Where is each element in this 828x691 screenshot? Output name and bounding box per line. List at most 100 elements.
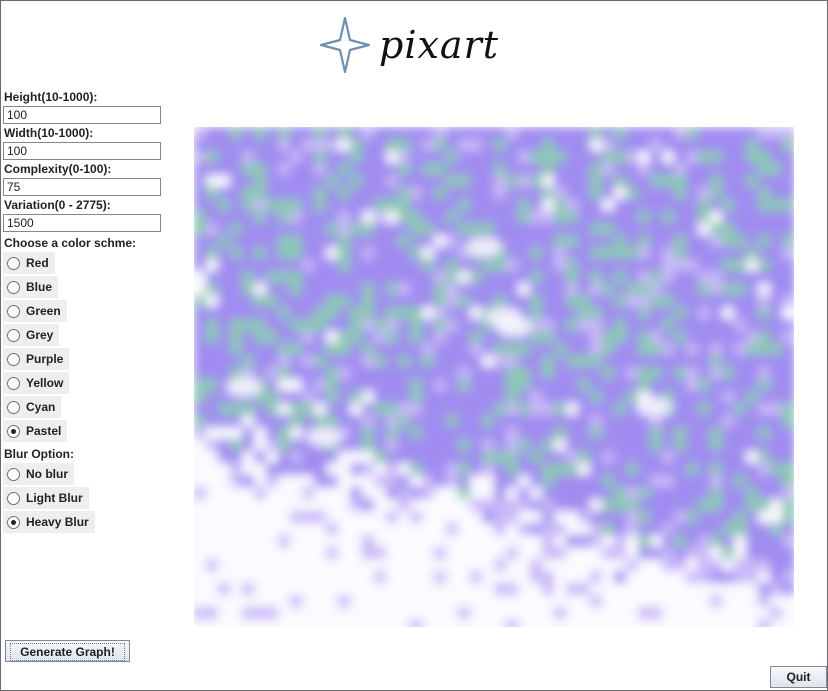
pixel-cell bbox=[386, 583, 399, 596]
pixel-cell bbox=[614, 187, 627, 200]
pixel-cell bbox=[410, 283, 423, 296]
pixel-cell bbox=[554, 259, 567, 272]
pixel-cell bbox=[698, 559, 711, 572]
pixel-cell bbox=[302, 451, 315, 464]
pixel-cell bbox=[674, 259, 687, 272]
color-scheme-option-yellow[interactable]: Yellow bbox=[3, 372, 70, 394]
pixel-cell bbox=[554, 139, 567, 152]
pixel-cell bbox=[206, 271, 219, 284]
color-scheme-option-blue[interactable]: Blue bbox=[3, 276, 59, 298]
color-scheme-option-green[interactable]: Green bbox=[3, 300, 67, 322]
pixel-cell bbox=[458, 523, 471, 536]
color-scheme-option-purple[interactable]: Purple bbox=[3, 348, 70, 370]
pixel-cell bbox=[470, 307, 483, 320]
pixel-cell bbox=[614, 571, 627, 584]
pixel-cell bbox=[542, 223, 555, 236]
pixel-cell bbox=[194, 427, 207, 440]
pixel-cell bbox=[530, 355, 543, 368]
radio-button-icon[interactable] bbox=[7, 400, 20, 414]
color-scheme-option-pastel[interactable]: Pastel bbox=[3, 420, 68, 442]
pixel-cell bbox=[410, 475, 423, 488]
radio-button-icon[interactable] bbox=[7, 515, 20, 529]
pixel-cell bbox=[362, 523, 375, 536]
complexity-input[interactable] bbox=[3, 178, 161, 196]
pixel-cell bbox=[686, 307, 699, 320]
pixel-cell bbox=[446, 475, 459, 488]
quit-button[interactable]: Quit bbox=[770, 666, 827, 688]
pixel-cell bbox=[674, 571, 687, 584]
pixel-cell bbox=[422, 439, 435, 452]
pixel-cell bbox=[638, 487, 651, 500]
pixel-cell bbox=[230, 307, 243, 320]
radio-button-icon[interactable] bbox=[7, 424, 20, 438]
pixel-cell bbox=[722, 283, 735, 296]
pixel-cell bbox=[578, 175, 591, 188]
height-input[interactable] bbox=[3, 106, 161, 124]
pixel-cell bbox=[326, 511, 339, 524]
pixel-cell bbox=[386, 271, 399, 284]
radio-button-icon[interactable] bbox=[7, 256, 20, 270]
blur-option-heavy-blur[interactable]: Heavy Blur bbox=[3, 511, 95, 533]
pixel-cell bbox=[734, 439, 747, 452]
pixel-cell bbox=[746, 283, 759, 296]
pixel-cell bbox=[494, 439, 507, 452]
width-input[interactable] bbox=[3, 142, 161, 160]
radio-button-icon[interactable] bbox=[7, 328, 20, 342]
pixel-cell bbox=[206, 307, 219, 320]
color-scheme-option-cyan[interactable]: Cyan bbox=[3, 396, 62, 418]
pixel-cell bbox=[470, 199, 483, 212]
pixel-cell bbox=[758, 331, 771, 344]
pixel-cell bbox=[602, 139, 615, 152]
pixel-cell bbox=[518, 379, 531, 392]
pixel-cell bbox=[242, 559, 255, 572]
pixel-cell bbox=[302, 319, 315, 332]
pixel-cell bbox=[338, 259, 351, 272]
pixel-cell bbox=[446, 139, 459, 152]
pixel-cell bbox=[362, 571, 375, 584]
pixel-cell bbox=[698, 259, 711, 272]
pixel-cell bbox=[338, 487, 351, 500]
pixel-cell bbox=[734, 595, 747, 608]
pixel-cell bbox=[758, 571, 771, 584]
variation-input[interactable] bbox=[3, 214, 161, 232]
radio-button-icon[interactable] bbox=[7, 467, 20, 481]
pixel-cell bbox=[578, 391, 591, 404]
pixel-cell bbox=[422, 295, 435, 308]
pixel-cell bbox=[722, 619, 735, 627]
pixel-cell bbox=[698, 439, 711, 452]
pixel-cell bbox=[254, 283, 267, 296]
pixel-cell bbox=[362, 319, 375, 332]
generate-graph-button[interactable]: Generate Graph! bbox=[5, 640, 130, 662]
radio-button-icon[interactable] bbox=[7, 280, 20, 294]
radio-button-icon[interactable] bbox=[7, 352, 20, 366]
pixel-cell bbox=[206, 247, 219, 260]
pixel-cell bbox=[710, 499, 723, 512]
pixel-cell bbox=[698, 547, 711, 560]
radio-button-icon[interactable] bbox=[7, 376, 20, 390]
blur-option-no-blur[interactable]: No blur bbox=[3, 463, 74, 485]
pixel-cell bbox=[698, 595, 711, 608]
pixel-cell bbox=[350, 415, 363, 428]
radio-button-icon[interactable] bbox=[7, 304, 20, 318]
pixel-cell bbox=[650, 319, 663, 332]
pixel-cell bbox=[278, 523, 291, 536]
pixel-cell bbox=[734, 523, 747, 536]
pixel-cell bbox=[554, 175, 567, 188]
pixel-cell bbox=[278, 307, 291, 320]
pixel-cell bbox=[422, 595, 435, 608]
pixel-cell bbox=[734, 343, 747, 356]
color-scheme-option-grey[interactable]: Grey bbox=[3, 324, 60, 346]
pixel-cell bbox=[578, 307, 591, 320]
pixel-cell bbox=[518, 403, 531, 416]
pixel-cell bbox=[218, 319, 231, 332]
radio-button-icon[interactable] bbox=[7, 491, 20, 505]
blur-option-light-blur[interactable]: Light Blur bbox=[3, 487, 89, 509]
pixel-cell bbox=[782, 607, 794, 620]
pixel-cell bbox=[650, 571, 663, 584]
pixel-cell bbox=[578, 463, 591, 476]
pixel-cell bbox=[230, 343, 243, 356]
pixel-cell bbox=[290, 487, 303, 500]
pixel-cell bbox=[518, 499, 531, 512]
pixel-cell bbox=[674, 271, 687, 284]
color-scheme-option-red[interactable]: Red bbox=[3, 252, 55, 274]
